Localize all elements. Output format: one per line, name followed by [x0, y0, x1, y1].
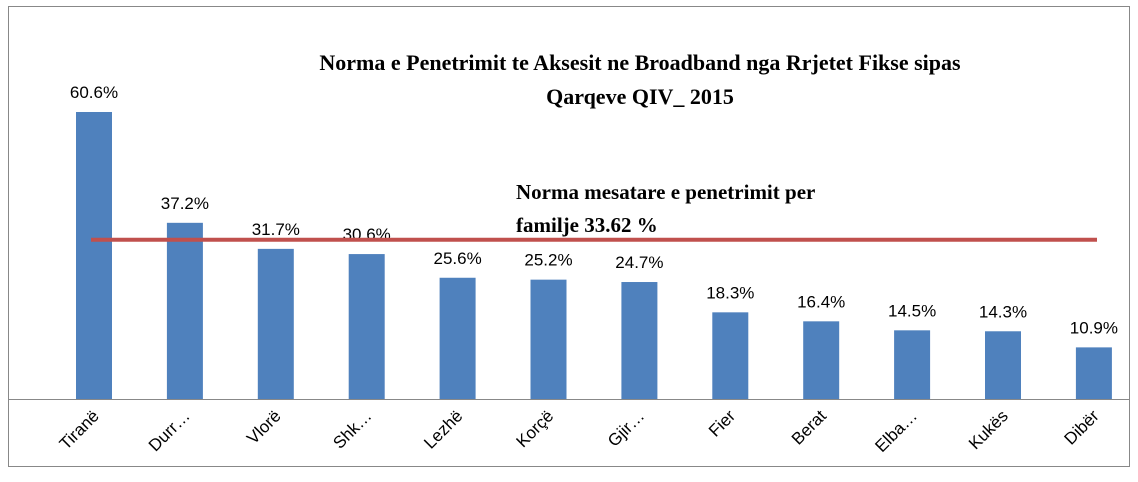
- chart-title: Norma e Penetrimit te Aksesit ne Broadba…: [319, 50, 961, 75]
- bar: [439, 277, 476, 399]
- x-tick-label: Tiranë: [56, 406, 103, 453]
- data-label: 14.3%: [979, 302, 1027, 321]
- bar: [712, 312, 749, 399]
- data-label: 31.7%: [252, 220, 300, 239]
- x-tick-label: Fier: [705, 406, 739, 440]
- x-tick-label: Vlorë: [243, 406, 284, 447]
- x-tick-label: Shk…: [329, 406, 375, 452]
- bar: [348, 254, 385, 399]
- x-tick-label: Durr…: [145, 406, 194, 455]
- data-label: 14.5%: [888, 301, 936, 320]
- data-label: 60.6%: [70, 83, 118, 102]
- data-label: 24.7%: [615, 253, 663, 272]
- annotation: familje 33.62 %: [516, 213, 658, 237]
- bar: [166, 222, 203, 399]
- x-tick-label: Berat: [788, 406, 830, 448]
- bar: [530, 279, 567, 399]
- bar: [257, 248, 294, 399]
- annotation: Norma mesatare e penetrimit per: [516, 180, 815, 204]
- data-label: 16.4%: [797, 292, 845, 311]
- data-label: 25.6%: [433, 249, 481, 268]
- x-tick-label: Lezhë: [420, 406, 466, 452]
- bar: [1075, 347, 1112, 399]
- x-tick-label: Gjir…: [604, 406, 648, 450]
- chart-border: [8, 6, 1130, 467]
- x-tick-label: Kukës: [965, 406, 1012, 453]
- bar: [76, 111, 112, 399]
- data-label: 18.3%: [706, 283, 754, 302]
- data-label: 37.2%: [161, 194, 209, 213]
- x-tick-label: Dibër: [1061, 406, 1103, 448]
- data-label: 10.9%: [1070, 318, 1118, 337]
- x-tick-label: Korçë: [512, 406, 557, 451]
- chart-title: Qarqeve QIV_ 2015: [546, 84, 734, 109]
- x-tick-label: Elba…: [871, 406, 921, 456]
- data-label: 25.2%: [524, 251, 572, 270]
- bar: [985, 331, 1021, 399]
- bar: [894, 330, 931, 399]
- bar: [803, 321, 840, 399]
- bar: [621, 282, 658, 399]
